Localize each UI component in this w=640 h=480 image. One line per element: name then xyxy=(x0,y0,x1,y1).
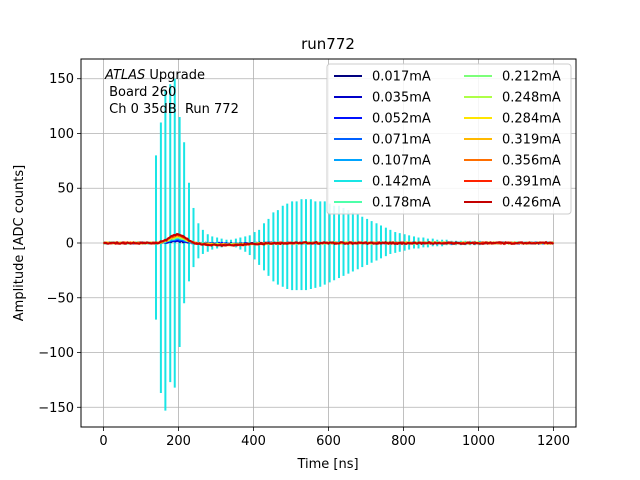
legend-label: 0.319mA xyxy=(502,133,561,148)
y-tick-label: −50 xyxy=(47,291,74,306)
series-layer xyxy=(102,78,555,411)
annotation-atlas: ATLAS xyxy=(104,68,145,83)
y-tick-label: −150 xyxy=(38,401,74,416)
x-tick-label: 800 xyxy=(391,434,416,449)
annotation-line-3: Ch 0 35dB Run 772 xyxy=(105,102,239,117)
x-tick-label: 200 xyxy=(166,434,191,449)
legend-entry: 0.356mA xyxy=(464,154,561,169)
annotation-line-2: Board 260 xyxy=(105,85,176,100)
legend-label: 0.035mA xyxy=(372,91,431,106)
legend-entry: 0.426mA xyxy=(464,196,561,211)
legend-label: 0.356mA xyxy=(502,154,561,169)
x-axis: 0 200 400 600 800 1000 1200 xyxy=(99,427,570,449)
legend-label: 0.071mA xyxy=(372,133,431,148)
x-tick-label: 600 xyxy=(316,434,341,449)
y-tick-label: 100 xyxy=(49,127,74,142)
legend-entry: 0.178mA xyxy=(334,196,431,211)
legend-label: 0.052mA xyxy=(372,112,431,127)
series-line xyxy=(103,232,554,248)
legend-entry: 0.035mA xyxy=(334,91,431,106)
legend-label: 0.391mA xyxy=(502,175,561,190)
y-tick-label: 50 xyxy=(57,182,74,197)
annotation-upgrade: Upgrade xyxy=(145,68,205,83)
y-tick-label: −100 xyxy=(38,346,74,361)
y-axis: −150 −100 −50 0 50 100 150 xyxy=(38,72,81,416)
legend-label: 0.284mA xyxy=(502,112,561,127)
x-tick-label: 0 xyxy=(99,434,107,449)
legend-entry: 0.248mA xyxy=(464,91,561,106)
legend-entry: 0.142mA xyxy=(334,175,431,190)
legend-label: 0.142mA xyxy=(372,175,431,190)
legend-label: 0.017mA xyxy=(372,70,431,85)
legend-box xyxy=(326,63,572,215)
chart-title: run772 xyxy=(301,35,355,53)
legend-label: 0.426mA xyxy=(502,196,561,211)
legend-entry: 0.017mA xyxy=(334,70,431,85)
y-tick-label: 150 xyxy=(49,72,74,87)
x-axis-label: Time [ns] xyxy=(296,457,358,472)
legend-entry: 0.212mA xyxy=(464,70,561,85)
y-tick-label: 0 xyxy=(66,237,74,252)
y-axis-label: Amplitude [ADC counts] xyxy=(12,165,27,321)
annotation: ATLAS Upgrade Board 260 Ch 0 35dB Run 77… xyxy=(104,68,239,117)
x-tick-label: 400 xyxy=(241,434,266,449)
annotation-line-1: ATLAS Upgrade xyxy=(104,68,205,83)
legend-entry: 0.319mA xyxy=(464,133,561,148)
legend: 0.017mA 0.035mA 0.052mA 0.071mA 0.107mA 0.142… xyxy=(326,63,572,215)
legend-entry: 0.391mA xyxy=(464,175,561,190)
legend-entry: 0.107mA xyxy=(334,154,431,169)
x-tick-label: 1000 xyxy=(462,434,495,449)
legend-label: 0.248mA xyxy=(502,91,561,106)
legend-label: 0.212mA xyxy=(502,70,561,85)
legend-label: 0.178mA xyxy=(372,196,431,211)
legend-entry: 0.071mA xyxy=(334,133,431,148)
legend-entry: 0.052mA xyxy=(334,112,431,127)
legend-entry: 0.284mA xyxy=(464,112,561,127)
legend-label: 0.107mA xyxy=(372,154,431,169)
x-tick-label: 1200 xyxy=(537,434,570,449)
